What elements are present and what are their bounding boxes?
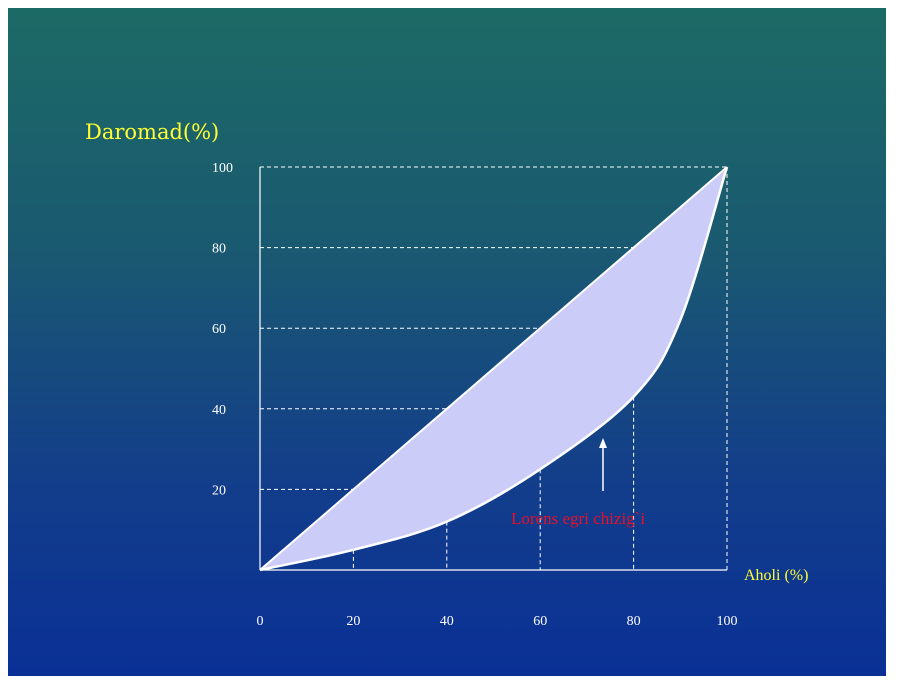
y-tick-label-100: 100 — [212, 161, 233, 176]
x-tick-label-0: 0 — [257, 614, 264, 629]
x-tick-label-100: 100 — [717, 614, 738, 629]
x-tick-label-80: 80 — [627, 614, 641, 629]
lorenz-curve — [259, 166, 729, 572]
y-axis-title: Daromad(%) — [85, 120, 220, 144]
y-tick-label-40: 40 — [212, 403, 226, 418]
lorenz-chart: 20 40 60 80 100 0 20 40 60 80 100 — [212, 161, 738, 629]
lorenz-curve-annotation: Lorens egri chizig`i — [511, 509, 646, 528]
x-tick-label-20: 20 — [346, 614, 360, 629]
slide-background: 20 40 60 80 100 0 20 40 60 80 100 Daromad(%) Aholi… — [8, 8, 886, 676]
y-tick-label-80: 80 — [212, 242, 226, 257]
y-tick-label-20: 20 — [212, 483, 226, 498]
y-tick-label-60: 60 — [212, 322, 226, 337]
annotation-arrow-head — [599, 438, 607, 448]
equality-line — [259, 166, 728, 571]
x-tick-label-60: 60 — [533, 614, 547, 629]
x-tick-label-40: 40 — [440, 614, 454, 629]
x-axis-title: Aholi (%) — [744, 567, 809, 584]
